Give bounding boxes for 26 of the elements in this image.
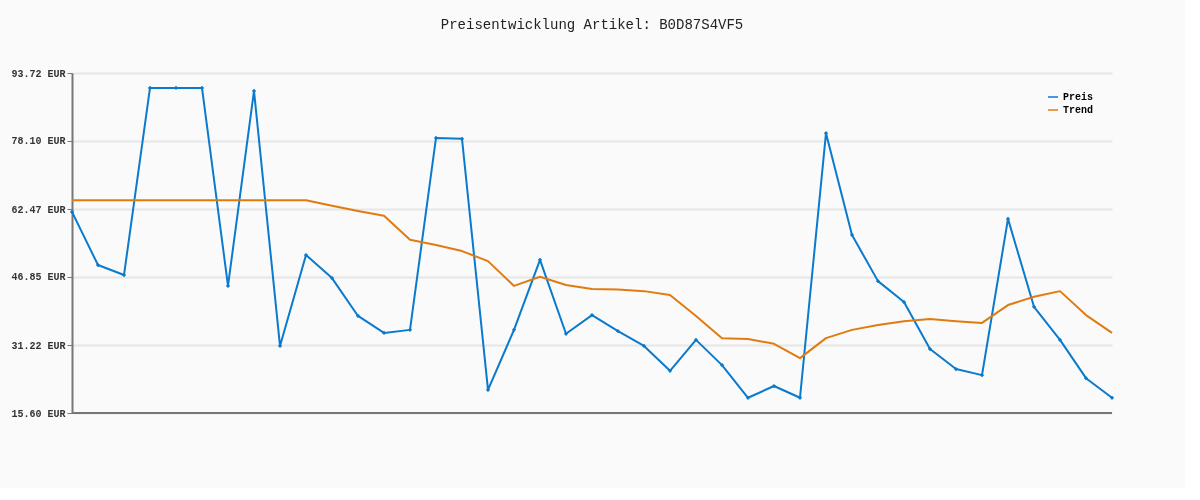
point: [719, 363, 725, 368]
point: [69, 209, 75, 215]
legend-label: Preis: [1063, 92, 1094, 103]
point: [849, 232, 855, 238]
point: [433, 135, 439, 141]
point: [121, 272, 127, 278]
line-series: [71, 199, 1113, 360]
point: [927, 346, 933, 352]
point: [589, 312, 595, 318]
y-tick-label: 78.10 EUR: [11, 136, 66, 148]
point: [95, 262, 101, 268]
point: [303, 252, 309, 258]
point: [355, 313, 361, 319]
y-tick-label: 15.60 EUR: [11, 408, 66, 420]
y-tick-label: 62.47 EUR: [11, 204, 66, 216]
y-tick-label: 93.72 EUR: [11, 68, 66, 80]
chart-title: Preisentwicklung Artikel: B0D87S4VF5: [440, 17, 744, 33]
point: [329, 275, 335, 281]
point: [771, 383, 777, 389]
point: [953, 366, 959, 372]
y-tick-label: 31.22 EUR: [11, 340, 66, 352]
point: [641, 343, 647, 349]
point: [901, 299, 907, 305]
y-tick-label: 46.85 EUR: [11, 272, 66, 284]
legend-label: Trend: [1063, 105, 1094, 116]
point: [381, 330, 387, 336]
